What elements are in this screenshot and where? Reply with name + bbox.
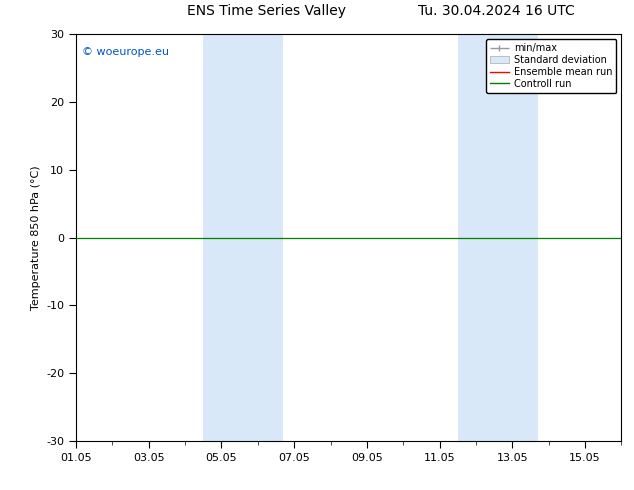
Text: © woeurope.eu: © woeurope.eu: [82, 47, 169, 56]
Legend: min/max, Standard deviation, Ensemble mean run, Controll run: min/max, Standard deviation, Ensemble me…: [486, 39, 616, 93]
Y-axis label: Temperature 850 hPa (°C): Temperature 850 hPa (°C): [30, 165, 41, 310]
Text: Tu. 30.04.2024 16 UTC: Tu. 30.04.2024 16 UTC: [418, 4, 574, 18]
Bar: [458, 34, 538, 441]
Text: ENS Time Series Valley: ENS Time Series Valley: [188, 4, 346, 18]
Bar: [204, 34, 283, 441]
